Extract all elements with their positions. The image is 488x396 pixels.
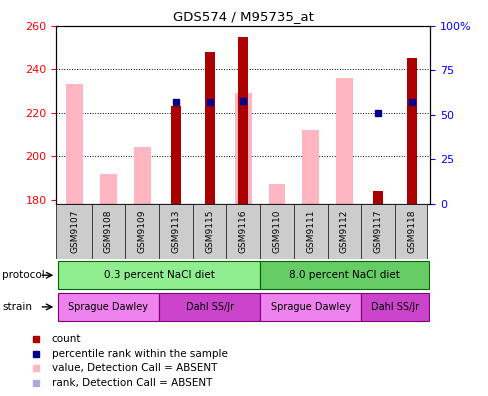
Text: GSM9108: GSM9108	[104, 210, 113, 253]
Text: GSM9112: GSM9112	[339, 210, 348, 253]
Bar	[260, 261, 428, 289]
Bar	[361, 293, 428, 321]
Bar	[100, 173, 117, 204]
Bar	[372, 191, 383, 204]
Bar	[159, 293, 260, 321]
Text: strain: strain	[2, 302, 32, 312]
Text: count: count	[52, 334, 81, 344]
Bar	[58, 293, 159, 321]
Bar	[302, 130, 319, 204]
Text: GSM9115: GSM9115	[204, 210, 214, 253]
Text: Sprague Dawley: Sprague Dawley	[68, 302, 148, 312]
Text: Sprague Dawley: Sprague Dawley	[270, 302, 350, 312]
Bar	[238, 36, 248, 204]
Bar	[335, 78, 352, 204]
Text: GSM9110: GSM9110	[272, 210, 281, 253]
Text: protocol: protocol	[2, 270, 45, 280]
Text: GSM9107: GSM9107	[70, 210, 79, 253]
Title: GDS574 / M95735_at: GDS574 / M95735_at	[172, 10, 313, 23]
Text: GSM9117: GSM9117	[373, 210, 382, 253]
Text: Dahl SS/Jr: Dahl SS/Jr	[185, 302, 233, 312]
Bar	[204, 52, 214, 204]
Text: Dahl SS/Jr: Dahl SS/Jr	[370, 302, 418, 312]
Text: GSM9113: GSM9113	[171, 210, 180, 253]
Text: percentile rank within the sample: percentile rank within the sample	[52, 348, 227, 358]
Bar	[134, 147, 150, 204]
Text: 8.0 percent NaCl diet: 8.0 percent NaCl diet	[288, 270, 399, 280]
Text: GSM9118: GSM9118	[407, 210, 415, 253]
Text: GSM9109: GSM9109	[138, 210, 146, 253]
Text: 0.3 percent NaCl diet: 0.3 percent NaCl diet	[103, 270, 214, 280]
Text: GSM9116: GSM9116	[238, 210, 247, 253]
Bar	[234, 93, 251, 204]
Bar	[58, 261, 260, 289]
Bar	[66, 84, 83, 204]
Bar	[260, 293, 361, 321]
Text: value, Detection Call = ABSENT: value, Detection Call = ABSENT	[52, 363, 217, 373]
Bar	[268, 185, 285, 204]
Bar	[406, 58, 416, 204]
Text: GSM9111: GSM9111	[305, 210, 315, 253]
Text: rank, Detection Call = ABSENT: rank, Detection Call = ABSENT	[52, 378, 212, 388]
Bar	[170, 106, 181, 204]
